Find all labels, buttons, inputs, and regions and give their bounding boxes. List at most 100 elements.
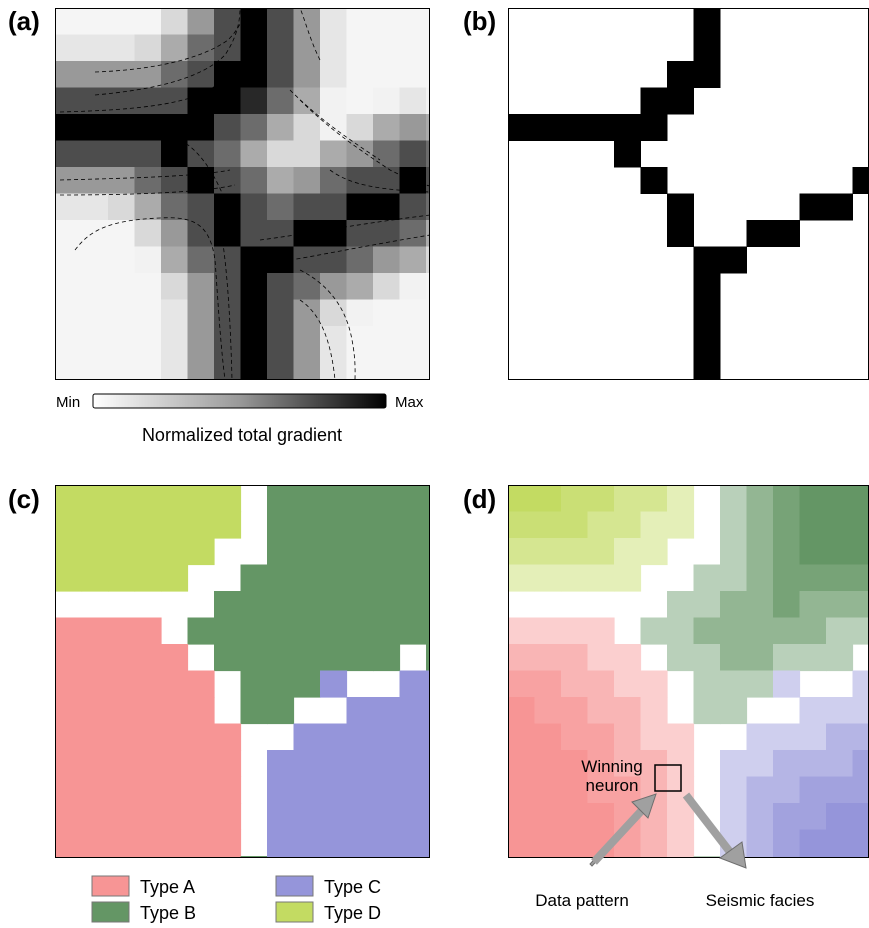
gradient-cell [293, 61, 321, 89]
legend-item-type-d: Type D [275, 901, 381, 923]
gradient-cell [240, 246, 268, 274]
boundary-map-panel [508, 8, 869, 380]
neuron-cell-a [667, 723, 695, 751]
gradient-cell [293, 167, 321, 195]
neuron-cell-d [587, 485, 615, 513]
facies-cell-c [399, 750, 427, 778]
facies-cell-b [346, 617, 374, 645]
boundary-cell [534, 114, 562, 141]
data-pattern-arrow [589, 793, 657, 867]
gradient-cell [187, 61, 215, 89]
facies-cell-a [187, 829, 215, 857]
facies-cell-b [320, 644, 348, 672]
neuron-cell-c [746, 750, 774, 778]
facies-cell-d [134, 511, 162, 539]
gradient-cell [399, 220, 427, 248]
gradient-cell [134, 193, 162, 221]
gradient-cell [267, 61, 295, 89]
gradient-cell [161, 326, 189, 354]
facies-cell-d [134, 564, 162, 592]
neuron-cell-c [799, 776, 827, 804]
gradient-cell [373, 273, 401, 301]
neuron-cell-c [773, 856, 801, 858]
neuron-cell-b [667, 644, 695, 672]
gradient-cell [346, 299, 374, 327]
gradient-cell [187, 140, 215, 168]
boundary-cell [640, 87, 668, 115]
facies-cell-b [267, 564, 295, 592]
gradient-cell [55, 299, 83, 327]
facies-cell-a [214, 776, 242, 804]
facies-cell-b [320, 511, 348, 539]
gradient-cell [214, 87, 242, 115]
facies-cell-c [320, 723, 348, 751]
facies-cell-b [293, 591, 321, 619]
gradient-cell [187, 193, 215, 221]
facies-cell-d [55, 485, 83, 513]
facies-cell-c [373, 776, 401, 804]
colorbar-min-label: Min [56, 394, 80, 411]
neuron-cell-b [826, 511, 854, 539]
gradient-cell [108, 220, 136, 248]
neuron-cell-b [826, 617, 854, 645]
gradient-cell [187, 326, 215, 354]
facies-cell-a [214, 750, 242, 778]
legend-item-type-a: Type A [91, 875, 195, 897]
neuron-cell-c [799, 723, 827, 751]
gradient-cell [161, 273, 189, 301]
neuron-cell-b [799, 485, 827, 513]
gradient-cell [214, 326, 242, 354]
gradient-cell [108, 273, 136, 301]
facies-cell-a [134, 697, 162, 725]
gradient-cell [81, 299, 109, 327]
neuron-cell-a [508, 829, 536, 857]
facies-cell-b [293, 617, 321, 645]
facies-cell-a [108, 803, 136, 831]
facies-cell-b [346, 511, 374, 539]
neuron-cell-b [773, 538, 801, 566]
facies-cell-d [214, 485, 242, 513]
colorbar-max-label: Max [395, 394, 424, 411]
facies-cell-c [346, 723, 374, 751]
gradient-cell [293, 34, 321, 62]
legend-label-type-c: Type C [324, 877, 381, 897]
gradient-cell [346, 140, 374, 168]
panel-label-b: (b) [463, 6, 496, 36]
facies-cell-a [81, 803, 109, 831]
facies-cell-c [399, 697, 427, 725]
neuron-cell-b [693, 617, 721, 645]
neuron-cell-c [773, 803, 801, 831]
colorbar: Min Max Normalized total gradient [56, 393, 424, 445]
neuron-cell-d [587, 564, 615, 592]
boundary-cell [640, 114, 668, 141]
facies-cell-a [108, 697, 136, 725]
neuron-cell-b [746, 511, 774, 539]
neuron-cell-c [826, 829, 854, 857]
gradient-cell [373, 326, 401, 354]
facies-cell-b [399, 564, 427, 592]
gradient-cell [399, 193, 427, 221]
gradient-cell [399, 246, 427, 274]
gradient-cell [373, 140, 401, 168]
facies-cell-c [426, 776, 430, 804]
facies-cell-a [187, 776, 215, 804]
neuron-cell-a [587, 750, 615, 778]
gradient-cell [426, 87, 430, 115]
gradient-cell [161, 8, 189, 36]
neuron-cell-a [561, 617, 589, 645]
neuron-cell-d [508, 564, 536, 592]
gradient-cell [373, 34, 401, 62]
facies-cell-b [373, 617, 401, 645]
gradient-cell [399, 87, 427, 115]
gradient-cell [55, 34, 83, 62]
gradient-cell [373, 352, 401, 380]
gradient-cell [134, 246, 162, 274]
gradient-map-panel [55, 8, 430, 380]
neuron-cell-a [508, 803, 536, 831]
gradient-cell [399, 352, 427, 380]
neuron-cell-b [693, 670, 721, 698]
facies-cell-d [55, 511, 83, 539]
gradient-cell [293, 246, 321, 274]
facies-cell-b [293, 644, 321, 672]
gradient-cell [399, 299, 427, 327]
